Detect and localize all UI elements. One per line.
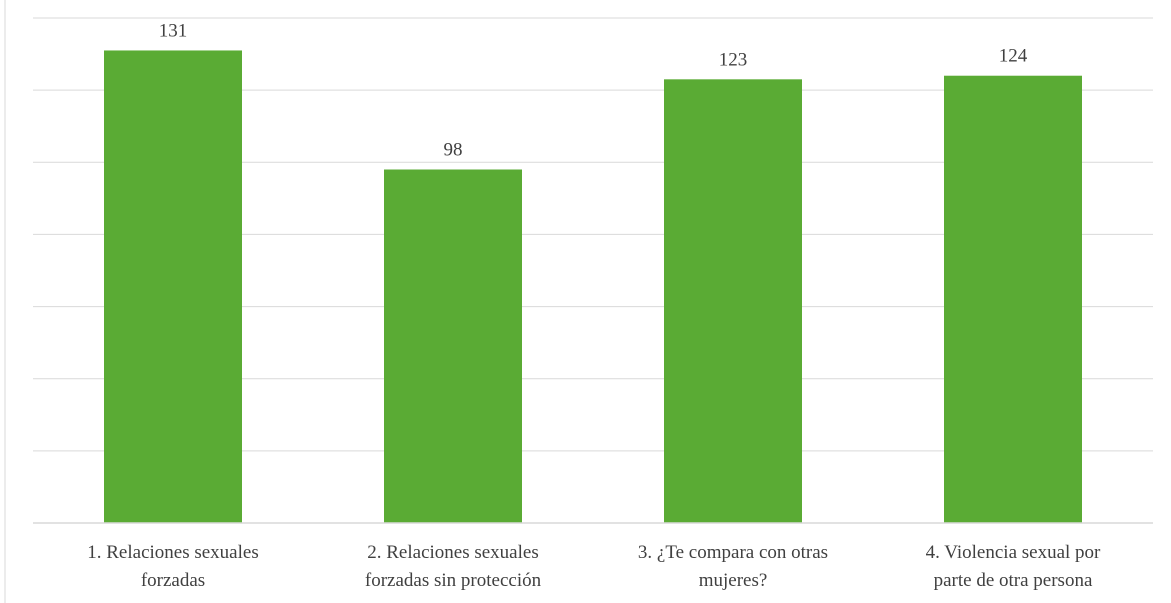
category-label-3-line-2: mujeres? <box>699 570 768 591</box>
bars <box>104 50 1082 524</box>
data-label-2: 98 <box>444 140 463 161</box>
category-label-4-line-1: 4. Violencia sexual por <box>926 542 1101 563</box>
category-label-1-line-2: forzadas <box>141 570 205 591</box>
bar-3 <box>664 79 802 524</box>
bar-2 <box>384 169 522 523</box>
category-label-2-line-2: forzadas sin protección <box>365 570 542 591</box>
data-label-1: 131 <box>159 20 188 41</box>
data-labels: 131 98 123 124 <box>159 20 1028 160</box>
bar-4 <box>944 75 1082 523</box>
category-label-4-line-2: parte de otra persona <box>934 570 1093 591</box>
data-label-3: 123 <box>719 49 748 70</box>
category-label-2-line-1: 2. Relaciones sexuales <box>367 542 538 563</box>
category-label-3-line-1: 3. ¿Te compara con otras <box>638 542 828 563</box>
category-label-1-line-1: 1. Relaciones sexuales <box>87 542 258 563</box>
category-labels: 1. Relaciones sexuales forzadas 2. Relacio… <box>87 542 1101 591</box>
data-label-4: 124 <box>999 46 1028 67</box>
bar-1 <box>104 50 242 523</box>
